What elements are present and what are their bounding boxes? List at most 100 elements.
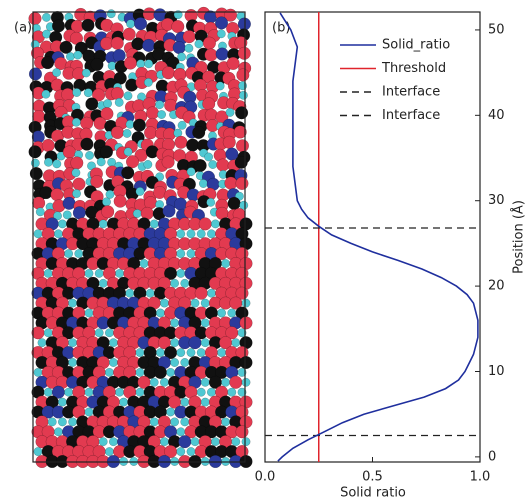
atom <box>160 378 168 386</box>
atom <box>63 146 76 159</box>
atom <box>124 148 132 156</box>
atom <box>223 136 236 149</box>
atom <box>211 438 219 446</box>
y-tick-label: 20 <box>488 279 505 294</box>
atom <box>221 378 229 386</box>
atom <box>31 159 39 167</box>
atom <box>115 98 123 106</box>
x-tick-label: 0.0 <box>255 470 276 485</box>
atom <box>100 146 113 159</box>
atom <box>30 167 43 180</box>
atom <box>107 10 115 18</box>
atom <box>44 269 52 277</box>
atom <box>209 160 217 168</box>
atom <box>54 230 62 238</box>
atom <box>144 160 152 168</box>
atom <box>187 348 195 356</box>
atom <box>150 378 158 386</box>
atom <box>227 57 240 70</box>
atom <box>201 339 209 347</box>
atom <box>74 51 82 59</box>
atom <box>106 190 114 198</box>
atom <box>145 60 153 68</box>
atom <box>85 408 93 416</box>
legend-label: Solid_ratio <box>382 38 450 53</box>
atom <box>113 49 126 62</box>
atom <box>160 299 168 307</box>
atom <box>204 153 212 161</box>
atom <box>68 299 76 307</box>
atom <box>126 155 139 168</box>
atom <box>217 159 230 172</box>
atom <box>68 339 76 347</box>
atom <box>142 39 155 52</box>
atom <box>177 348 185 356</box>
atom <box>150 220 158 228</box>
atom <box>58 220 66 228</box>
atom <box>178 121 186 129</box>
atom <box>54 428 62 436</box>
legend-label: Interface <box>382 85 440 100</box>
atom <box>85 269 93 277</box>
atom <box>179 435 192 448</box>
atom <box>154 366 167 379</box>
atom <box>99 220 107 228</box>
atom <box>207 230 215 238</box>
atom <box>51 188 64 201</box>
atom <box>71 157 84 170</box>
atom <box>115 269 123 277</box>
atom <box>80 117 93 130</box>
atom <box>177 249 185 257</box>
atom <box>99 438 107 446</box>
atom <box>235 106 248 119</box>
atom <box>81 138 94 151</box>
atom <box>68 418 76 426</box>
atom <box>119 398 127 406</box>
x-tick-label: 0.5 <box>362 470 383 485</box>
atom <box>187 167 195 175</box>
atom <box>197 230 205 238</box>
atom <box>85 309 93 317</box>
atom <box>144 126 157 139</box>
atom <box>150 418 158 426</box>
atom <box>195 287 208 300</box>
atom <box>166 368 174 376</box>
atom <box>195 40 203 48</box>
atom <box>134 17 147 30</box>
atom <box>201 398 209 406</box>
atom <box>232 339 240 347</box>
atom <box>207 198 215 206</box>
atom <box>194 159 207 172</box>
atom <box>111 126 124 139</box>
atom <box>95 329 103 337</box>
atom <box>228 388 236 396</box>
atom <box>82 19 95 32</box>
atom <box>181 398 189 406</box>
atom <box>86 98 99 111</box>
atom <box>183 30 196 43</box>
atom <box>123 28 136 41</box>
atom <box>236 426 249 439</box>
atom <box>85 388 93 396</box>
atom <box>170 358 178 366</box>
atom <box>84 89 92 97</box>
atom <box>177 269 185 277</box>
atom <box>177 428 185 436</box>
atom <box>216 82 224 90</box>
atom <box>226 108 234 116</box>
atom <box>240 201 248 209</box>
atom <box>156 348 164 356</box>
atom <box>52 68 60 76</box>
atom-snapshot <box>29 7 253 468</box>
atom <box>44 329 52 337</box>
atom <box>162 156 175 169</box>
atom <box>42 90 50 98</box>
panel-label: (a) <box>14 21 32 36</box>
atom <box>99 279 107 287</box>
atom <box>191 299 199 307</box>
y-tick-label: 10 <box>488 364 505 379</box>
atom <box>189 336 202 349</box>
atom <box>191 438 199 446</box>
atom <box>64 249 72 257</box>
atom <box>82 69 90 77</box>
